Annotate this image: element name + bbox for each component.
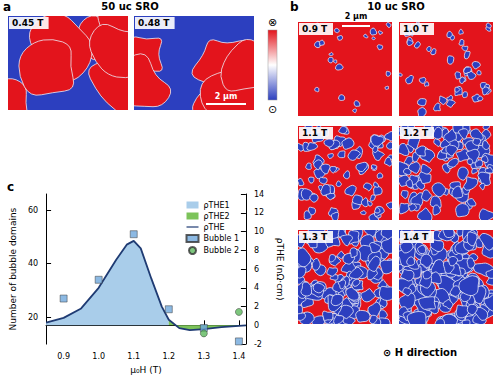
svg-text:ρTHE2: ρTHE2	[204, 212, 230, 221]
svg-text:2 μm: 2 μm	[345, 12, 368, 21]
svg-text:⊙ H direction: ⊙ H direction	[383, 347, 457, 358]
svg-text:⊗: ⊗	[268, 16, 277, 29]
svg-text:Bubble 1: Bubble 1	[204, 234, 240, 243]
svg-text:-2: -2	[254, 340, 262, 349]
svg-text:1.0: 1.0	[92, 352, 105, 361]
svg-text:60: 60	[28, 206, 38, 215]
svg-text:10 uc SRO: 10 uc SRO	[367, 1, 424, 12]
svg-text:12: 12	[254, 208, 264, 217]
svg-text:ρTHE1: ρTHE1	[204, 201, 230, 210]
svg-text:10: 10	[254, 227, 264, 236]
svg-text:40: 40	[28, 259, 38, 268]
svg-text:1.3 T: 1.3 T	[302, 232, 328, 242]
svg-text:0.9: 0.9	[57, 352, 70, 361]
svg-text:4: 4	[254, 283, 259, 292]
svg-text:1.2: 1.2	[162, 352, 175, 361]
svg-text:⊙: ⊙	[268, 103, 277, 116]
svg-text:Number of bubble domains: Number of bubble domains	[8, 207, 18, 330]
svg-text:1.1 T: 1.1 T	[302, 128, 328, 138]
svg-text:1.2 T: 1.2 T	[403, 128, 429, 138]
svg-text:2 μm: 2 μm	[215, 92, 238, 101]
svg-text:ρTHE (nΩ·cm): ρTHE (nΩ·cm)	[275, 238, 285, 301]
svg-text:1.3: 1.3	[197, 352, 210, 361]
svg-text:8: 8	[254, 246, 259, 255]
svg-text:14: 14	[254, 190, 264, 199]
svg-text:20: 20	[28, 313, 38, 322]
svg-text:0.45 T: 0.45 T	[12, 18, 44, 28]
svg-text:b: b	[290, 0, 299, 14]
svg-text:0: 0	[254, 321, 259, 330]
svg-text:6: 6	[254, 265, 259, 274]
svg-text:1.4: 1.4	[233, 352, 246, 361]
svg-text:c: c	[7, 180, 14, 194]
svg-text:a: a	[3, 0, 11, 14]
svg-text:0.48 T: 0.48 T	[138, 18, 170, 28]
svg-text:Bubble 2: Bubble 2	[204, 246, 240, 255]
svg-text:μ₀H (T): μ₀H (T)	[130, 365, 161, 375]
svg-text:1.4 T: 1.4 T	[403, 232, 429, 242]
svg-text:0.9 T: 0.9 T	[302, 24, 328, 34]
svg-text:50 uc SRO: 50 uc SRO	[101, 1, 158, 12]
svg-text:ρTHE: ρTHE	[204, 223, 225, 232]
svg-text:2: 2	[254, 302, 259, 311]
svg-text:1.1: 1.1	[127, 352, 140, 361]
svg-text:1.0 T: 1.0 T	[403, 24, 429, 34]
